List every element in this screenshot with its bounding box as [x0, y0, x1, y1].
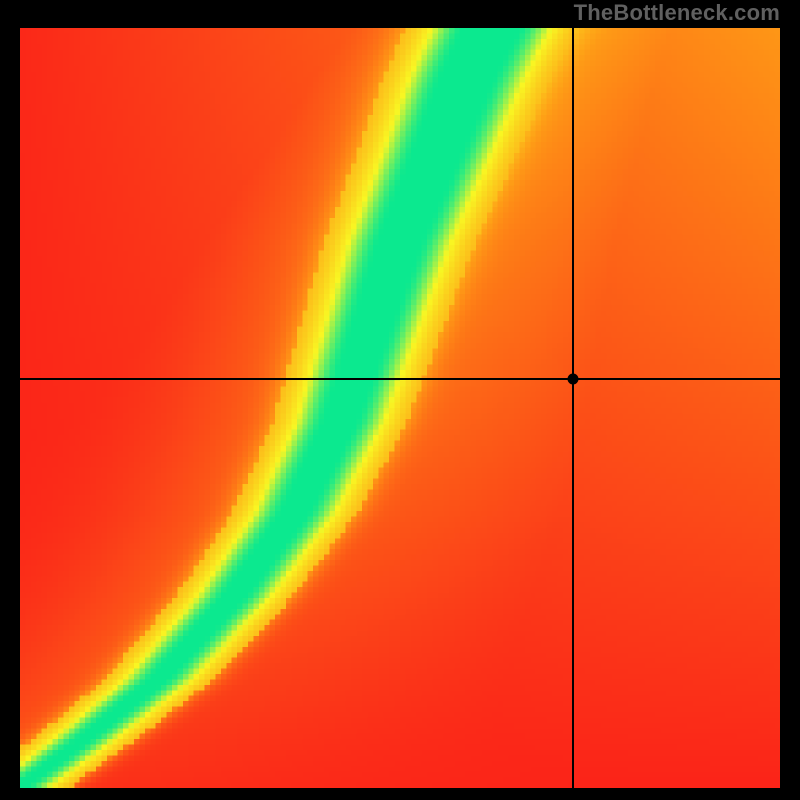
crosshair-horizontal — [20, 378, 780, 380]
bottleneck-heatmap — [20, 28, 780, 788]
crosshair-vertical — [572, 28, 574, 788]
attribution-label: TheBottleneck.com — [574, 0, 780, 26]
chart-frame: TheBottleneck.com — [0, 0, 800, 800]
crosshair-marker — [568, 374, 579, 385]
